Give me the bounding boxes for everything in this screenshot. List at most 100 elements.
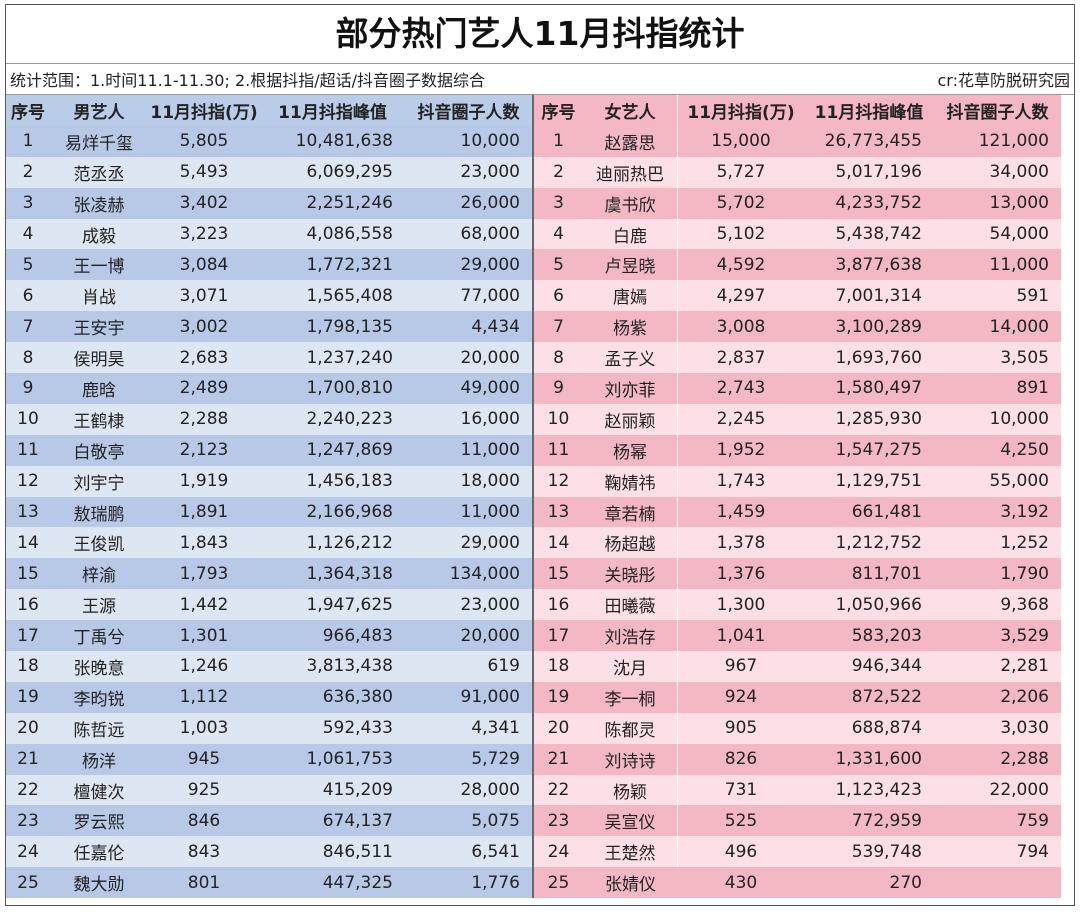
cell: 1,772,321	[260, 249, 405, 281]
cell: 刘宇宁	[50, 465, 148, 497]
cell: 2,281	[934, 651, 1061, 682]
cell: 4,086,558	[260, 218, 405, 250]
cell: 王安宇	[50, 311, 148, 343]
column-header: 抖音圈子人数	[405, 95, 532, 126]
cell: 801	[148, 867, 260, 899]
cell: 3	[533, 187, 583, 219]
cell: 14,000	[934, 311, 1061, 343]
cell: 1	[6, 125, 50, 157]
cell: 16	[6, 589, 50, 621]
cell: 1,776	[405, 867, 532, 899]
cell: 杨超越	[583, 527, 678, 559]
cell: 25	[533, 867, 583, 899]
cell: 966,483	[260, 620, 405, 652]
cell: 王俊凯	[50, 527, 148, 559]
table-row: 21 刘诗诗 826 1,331,600 2,288	[533, 743, 1061, 775]
cell: 16	[533, 589, 583, 621]
cell: 1,442	[148, 589, 260, 621]
cell: 3,223	[148, 218, 260, 250]
cell: 29,000	[405, 249, 532, 281]
cell: 鞠婧祎	[583, 465, 678, 497]
table-row: 16 王源 1,442 1,947,625 23,000	[6, 589, 532, 621]
cell: 10,000	[934, 403, 1061, 435]
table-row: 23 罗云熙 846 674,137 5,075	[6, 805, 532, 837]
cell: 魏大勋	[50, 867, 148, 899]
cell: 23	[533, 805, 583, 837]
cell: 2	[533, 156, 583, 188]
cell: 121,000	[934, 125, 1061, 157]
cell: 636,380	[260, 681, 405, 713]
cell: 5,729	[405, 743, 532, 775]
cell: 3	[6, 187, 50, 219]
cell: 591	[934, 280, 1061, 312]
cell: 1,331,600	[804, 743, 934, 775]
cell: 4,297	[678, 280, 804, 312]
cell: 1,237,240	[260, 342, 405, 374]
cell: 李一桐	[583, 681, 678, 713]
cell: 731	[678, 774, 804, 806]
cell: 583,203	[804, 620, 934, 652]
cell: 1,364,318	[260, 558, 405, 590]
cell: 5,438,742	[804, 218, 934, 250]
male-table: 序号 男艺人 11月抖指(万) 11月抖指峰值 抖音圈子人数 1 易烊千玺 5,805 10,4…	[6, 95, 532, 899]
cell: 5,102	[678, 218, 804, 250]
cell: 5,702	[678, 187, 804, 219]
cell: 迪丽热巴	[583, 156, 678, 188]
cell: 成毅	[50, 218, 148, 250]
cell: 丁禹兮	[50, 620, 148, 652]
cell: 1,003	[148, 712, 260, 744]
cell: 赵丽颖	[583, 403, 678, 435]
cell: 25	[6, 867, 50, 899]
cell: 10,481,638	[260, 125, 405, 157]
cell: 1,947,625	[260, 589, 405, 621]
table-row: 12 鞠婧祎 1,743 1,129,751 55,000	[533, 465, 1061, 497]
column-header: 女艺人	[583, 95, 678, 126]
subtitle-row: 统计范围：1.时间11.1-11.30; 2.根据抖指/超话/抖音圈子数据综合 …	[6, 64, 1074, 95]
cell: 20,000	[405, 620, 532, 652]
cell: 270	[804, 867, 934, 899]
cell: 1,378	[678, 527, 804, 559]
header-row: 序号 男艺人 11月抖指(万) 11月抖指峰值 抖音圈子人数	[6, 95, 532, 126]
cell: 11,000	[405, 496, 532, 528]
cell: 430	[678, 867, 804, 899]
cell: 21	[6, 743, 50, 775]
cell: 1,129,751	[804, 465, 934, 497]
cell: 刘诗诗	[583, 743, 678, 775]
cell: 5,805	[148, 125, 260, 157]
table-row: 18 张晚意 1,246 3,813,438 619	[6, 651, 532, 682]
cell: 20,000	[405, 342, 532, 374]
table-row: 3 虞书欣 5,702 4,233,752 13,000	[533, 187, 1061, 219]
cell: 2,240,223	[260, 403, 405, 435]
cell: 1,459	[678, 496, 804, 528]
cell: 9	[6, 373, 50, 404]
cell: 54,000	[934, 218, 1061, 250]
cell: 李昀锐	[50, 681, 148, 713]
cell: 吴宣仪	[583, 805, 678, 837]
table-row: 16 田曦薇 1,300 1,050,966 9,368	[533, 589, 1061, 621]
cell: 15	[533, 558, 583, 590]
cell: 王楚然	[583, 836, 678, 868]
cell: 891	[934, 373, 1061, 404]
cell: 肖战	[50, 280, 148, 312]
cell: 661,481	[804, 496, 934, 528]
column-header: 序号	[6, 95, 50, 126]
cell: 1,246	[148, 651, 260, 682]
cell: 20	[6, 712, 50, 744]
table-row: 17 刘浩存 1,041 583,203 3,529	[533, 620, 1061, 652]
cell: 10	[6, 403, 50, 435]
cell: 4	[6, 218, 50, 250]
cell: 14	[6, 527, 50, 559]
cell: 924	[678, 681, 804, 713]
cell: 关晓彤	[583, 558, 678, 590]
cell: 张婧仪	[583, 867, 678, 899]
cell: 415,209	[260, 774, 405, 806]
table-row: 4 成毅 3,223 4,086,558 68,000	[6, 218, 532, 250]
cell: 1,843	[148, 527, 260, 559]
cell: 3,100,289	[804, 311, 934, 343]
table-row: 10 王鹤棣 2,288 2,240,223 16,000	[6, 403, 532, 435]
cell: 3,071	[148, 280, 260, 312]
cell: 49,000	[405, 373, 532, 404]
cell: 5	[6, 249, 50, 281]
table-row: 19 李一桐 924 872,522 2,206	[533, 681, 1061, 713]
cell: 846,511	[260, 836, 405, 868]
